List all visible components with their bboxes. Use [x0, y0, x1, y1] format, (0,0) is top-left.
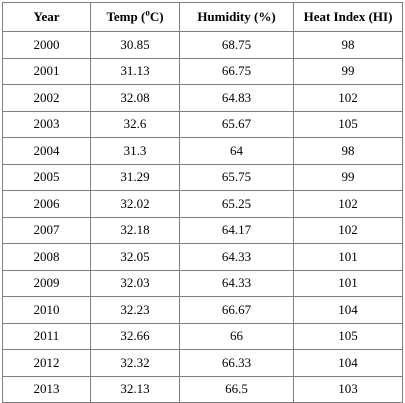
table-row: 2011 32.66 66 105 — [2, 322, 403, 350]
heat-index-cell: 98 — [293, 137, 403, 165]
humidity-cell: 66.5 — [179, 375, 294, 403]
humidity-cell: 66.33 — [179, 349, 294, 377]
year-cell: 2007 — [2, 216, 91, 244]
humidity-cell: 64.33 — [179, 269, 294, 297]
table-row: 2004 31.3 64 98 — [2, 137, 403, 165]
humidity-cell: 65.67 — [179, 110, 294, 138]
year-cell: 2009 — [2, 269, 91, 297]
humidity-cell: 64.83 — [179, 84, 294, 112]
table-row: 2008 32.05 64.33 101 — [2, 243, 403, 271]
table-row: 2000 30.85 68.75 98 — [2, 31, 403, 59]
table-row: 2006 32.02 65.25 102 — [2, 190, 403, 218]
header-temp-degree: o — [145, 7, 150, 18]
table-body: 2000 30.85 68.75 98 2001 31.13 66.75 99 2002 32.0… — [2, 31, 403, 403]
header-temp: Temp (oC) — [90, 2, 180, 32]
temp-cell: 31.13 — [90, 57, 180, 85]
temp-cell: 32.18 — [90, 216, 180, 244]
table-row: 2001 31.13 66.75 99 — [2, 57, 403, 85]
humidity-cell: 64.17 — [179, 216, 294, 244]
year-cell: 2002 — [2, 84, 91, 112]
heat-index-cell: 99 — [293, 163, 403, 191]
temp-cell: 32.66 — [90, 322, 180, 350]
heat-index-cell: 103 — [293, 375, 403, 403]
heat-index-cell: 101 — [293, 269, 403, 297]
humidity-cell: 64.33 — [179, 243, 294, 271]
table-row: 2009 32.03 64.33 101 — [2, 269, 403, 297]
year-cell: 2013 — [2, 375, 91, 403]
header-humidity: Humidity (%) — [179, 2, 294, 32]
temp-cell: 32.13 — [90, 375, 180, 403]
table-row: 2013 32.13 66.5 103 — [2, 375, 403, 403]
humidity-cell: 66 — [179, 322, 294, 350]
table-row: 2005 31.29 65.75 99 — [2, 163, 403, 191]
year-cell: 2004 — [2, 137, 91, 165]
heat-index-cell: 102 — [293, 84, 403, 112]
heat-index-cell: 105 — [293, 110, 403, 138]
header-year: Year — [2, 2, 91, 32]
heat-index-cell: 101 — [293, 243, 403, 271]
humidity-cell: 66.75 — [179, 57, 294, 85]
heat-index-cell: 102 — [293, 190, 403, 218]
heat-index-cell: 104 — [293, 349, 403, 377]
temp-cell: 32.02 — [90, 190, 180, 218]
year-cell: 2001 — [2, 57, 91, 85]
heat-index-cell: 104 — [293, 296, 403, 324]
year-cell: 2011 — [2, 322, 91, 350]
temp-cell: 32.08 — [90, 84, 180, 112]
year-cell: 2010 — [2, 296, 91, 324]
humidity-cell: 66.67 — [179, 296, 294, 324]
humidity-cell: 68.75 — [179, 31, 294, 59]
year-cell: 2008 — [2, 243, 91, 271]
header-temp-suffix: C) — [149, 9, 164, 24]
temp-cell: 32.03 — [90, 269, 180, 297]
header-row: Year Temp (oC) Humidity (%) Heat Index (… — [2, 2, 403, 32]
table-row: 2007 32.18 64.17 102 — [2, 216, 403, 244]
temp-cell: 32.6 — [90, 110, 180, 138]
year-cell: 2005 — [2, 163, 91, 191]
temp-cell: 31.3 — [90, 137, 180, 165]
header-temp-prefix: Temp ( — [106, 9, 146, 24]
year-cell: 2012 — [2, 349, 91, 377]
humidity-cell: 65.25 — [179, 190, 294, 218]
heat-index-cell: 98 — [293, 31, 403, 59]
heat-index-cell: 99 — [293, 57, 403, 85]
year-cell: 2000 — [2, 31, 91, 59]
temp-cell: 32.05 — [90, 243, 180, 271]
temp-cell: 32.23 — [90, 296, 180, 324]
year-cell: 2003 — [2, 110, 91, 138]
temp-cell: 32.32 — [90, 349, 180, 377]
humidity-cell: 65.75 — [179, 163, 294, 191]
temp-cell: 30.85 — [90, 31, 180, 59]
temp-cell: 31.29 — [90, 163, 180, 191]
humidity-cell: 64 — [179, 137, 294, 165]
table-row: 2003 32.6 65.67 105 — [2, 110, 403, 138]
table-row: 2012 32.32 66.33 104 — [2, 349, 403, 377]
heat-index-cell: 105 — [293, 322, 403, 350]
table-row: 2010 32.23 66.67 104 — [2, 296, 403, 324]
heat-index-cell: 102 — [293, 216, 403, 244]
table-row: 2002 32.08 64.83 102 — [2, 84, 403, 112]
header-heat-index: Heat Index (HI) — [293, 2, 403, 32]
year-cell: 2006 — [2, 190, 91, 218]
